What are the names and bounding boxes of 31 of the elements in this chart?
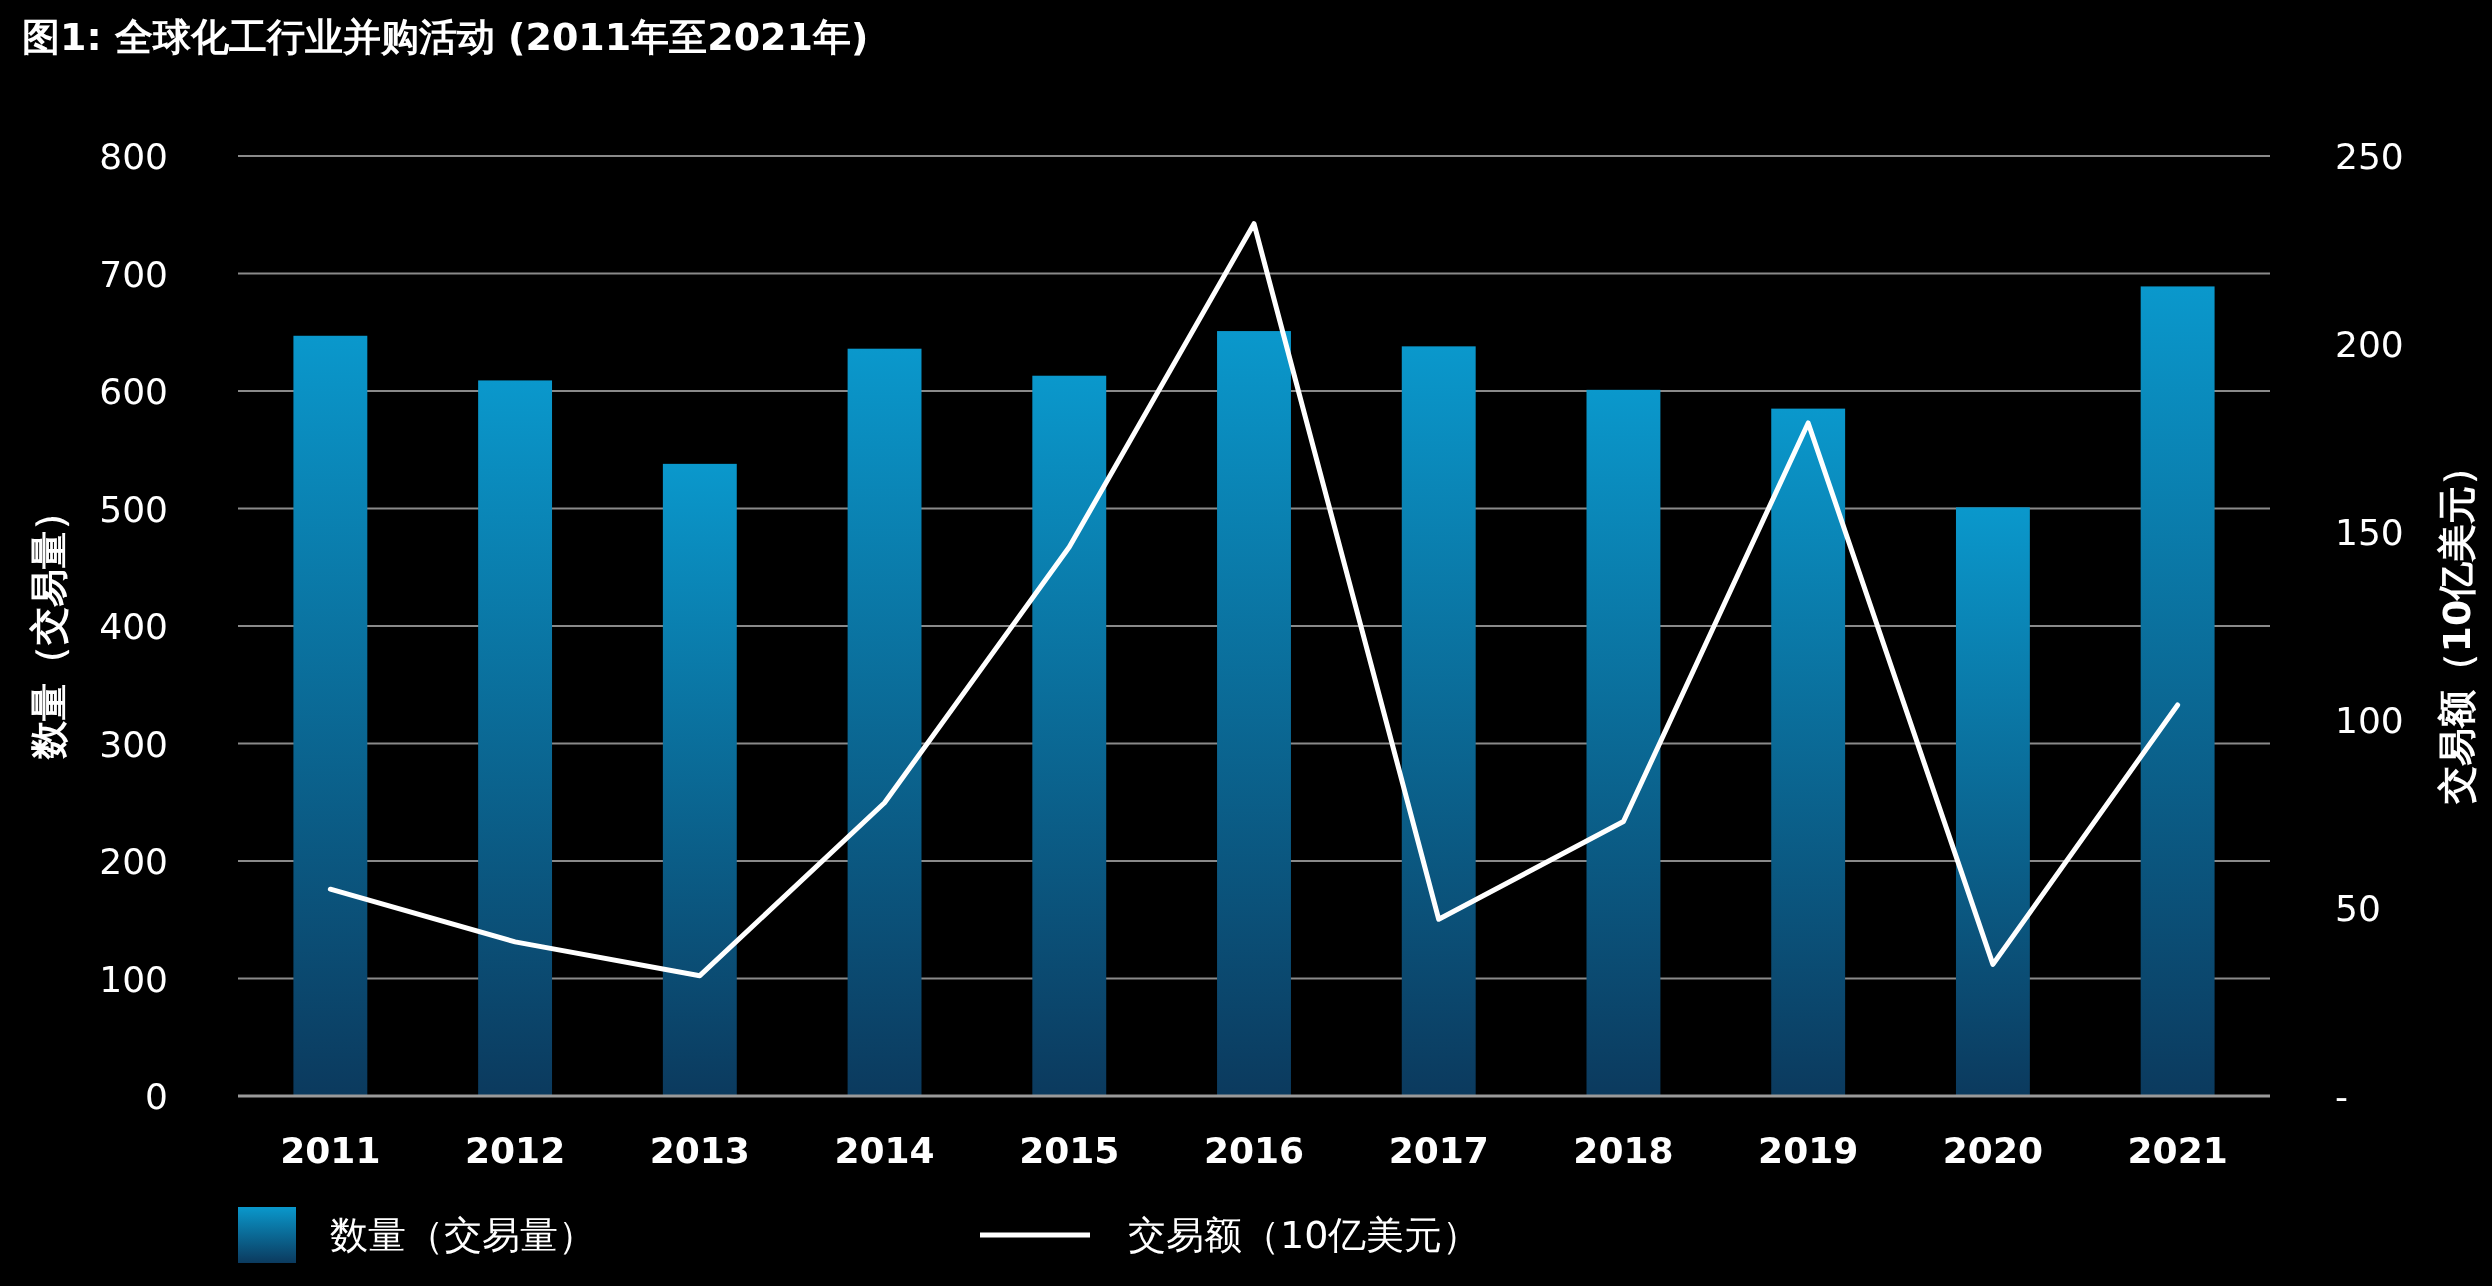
chart-title: 图1: 全球化工行业并购活动 (2011年至2021年) bbox=[22, 15, 869, 59]
y2-tick-label: 50 bbox=[2335, 888, 2381, 929]
x-tick-label: 2011 bbox=[280, 1130, 381, 1171]
x-tick-label: 2018 bbox=[1573, 1130, 1674, 1171]
legend-label: 数量（交易量） bbox=[330, 1213, 596, 1257]
y-tick-label: 200 bbox=[99, 841, 168, 882]
x-tick-label: 2021 bbox=[2127, 1130, 2228, 1171]
x-tick-label: 2015 bbox=[1019, 1130, 1120, 1171]
y2-tick-label: - bbox=[2335, 1076, 2348, 1117]
y-tick-label: 400 bbox=[99, 606, 168, 647]
x-tick-label: 2017 bbox=[1388, 1130, 1489, 1171]
y-tick-label: 500 bbox=[99, 488, 168, 530]
y2-tick-label: 100 bbox=[2335, 700, 2404, 741]
y2-tick-label: 250 bbox=[2335, 136, 2404, 177]
x-tick-label: 2014 bbox=[834, 1130, 935, 1171]
y2-tick-label: 200 bbox=[2335, 324, 2404, 365]
x-tick-label: 2012 bbox=[464, 1130, 566, 1171]
y-tick-label: 800 bbox=[99, 136, 168, 177]
y-tick-label: 700 bbox=[99, 253, 168, 295]
y-tick-label: 100 bbox=[99, 958, 168, 1000]
y-tick-label: 300 bbox=[99, 723, 168, 765]
x-tick-label: 2013 bbox=[649, 1130, 750, 1171]
x-tick-label: 2020 bbox=[1942, 1130, 2044, 1171]
y-axis-title: 数量（交易量） bbox=[27, 493, 71, 760]
x-tick-label: 2019 bbox=[1758, 1130, 1859, 1171]
y-tick-label: 0 bbox=[145, 1076, 168, 1117]
legend-label: 交易额（10亿美元） bbox=[1128, 1213, 1481, 1257]
y-tick-label: 600 bbox=[99, 371, 168, 412]
y2-axis-title: 交易额（10亿美元） bbox=[2435, 447, 2479, 806]
y2-tick-label: 150 bbox=[2335, 512, 2404, 553]
x-tick-label: 2016 bbox=[1203, 1130, 1305, 1171]
